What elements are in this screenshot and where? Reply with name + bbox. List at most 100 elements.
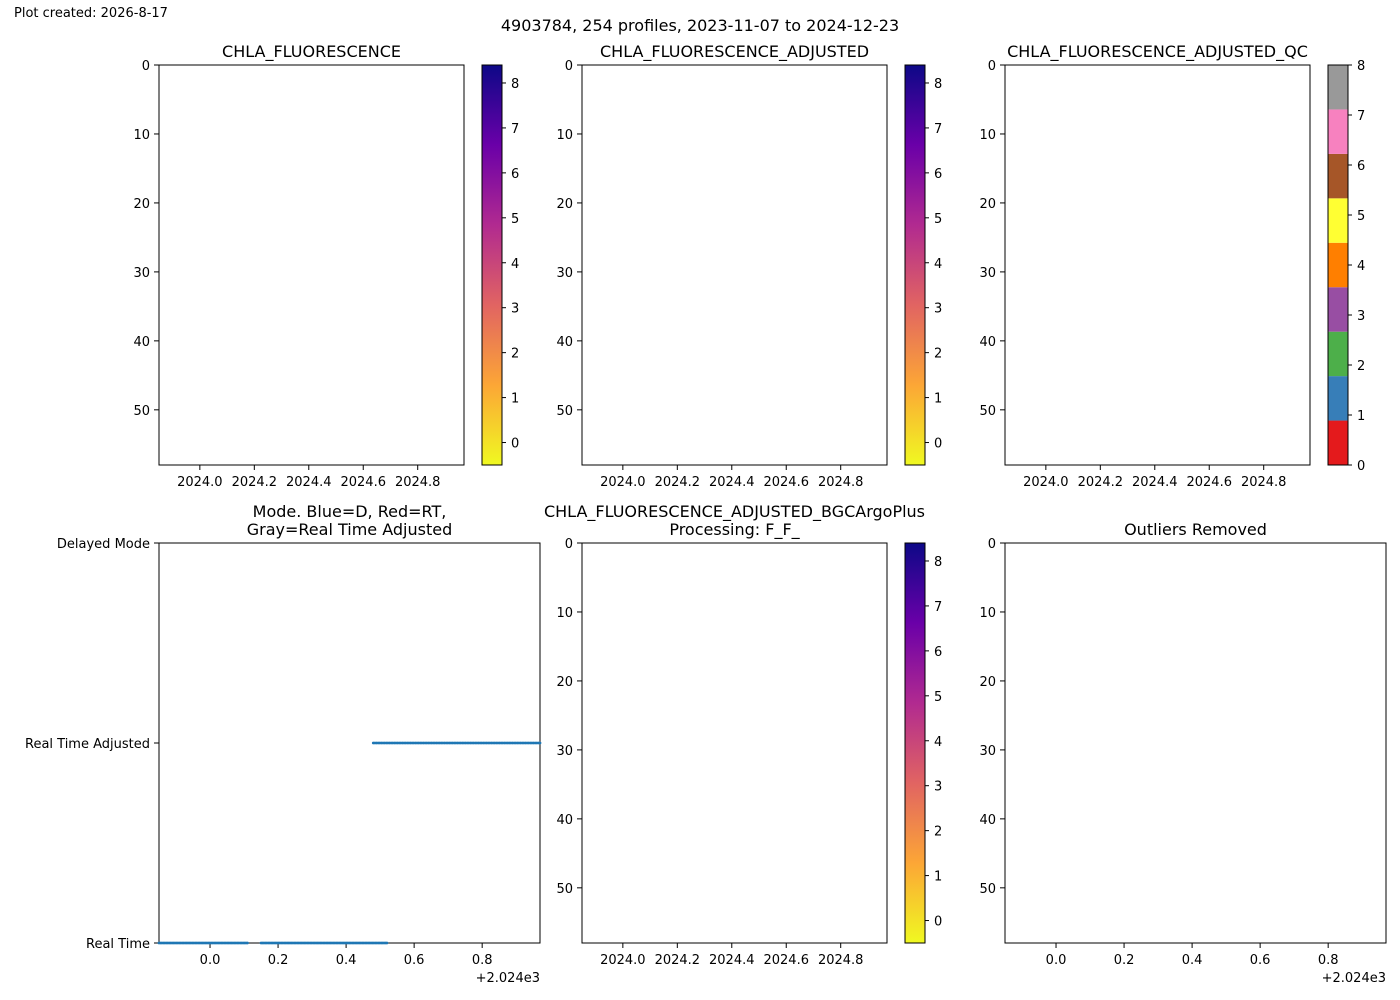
y-tick-label: 10 (556, 606, 573, 621)
subplot-title: CHLA_FLUORESCENCE_ADJUSTED_QC (1007, 42, 1308, 62)
subplot-p3: CHLA_FLUORESCENCE_ADJUSTED_QC 2024.0 2024.… (979, 42, 1365, 490)
colorbar-tick-label: 4 (511, 257, 519, 272)
colorbar-tick-label: 7 (934, 122, 942, 137)
subplot-title: Gray=Real Time Adjusted (247, 520, 453, 539)
x-tick-label: 2024.0 (177, 475, 223, 490)
colorbar-frame (904, 64, 926, 466)
colorbar-swatch (1328, 198, 1348, 243)
y-tick-label: 20 (979, 675, 996, 690)
x-tick-label: 0.6 (404, 953, 425, 968)
subplot-p6: Outliers Removed 0.0 0.2 0.4 0.6 0.8 +2.024e3 0… (979, 520, 1387, 986)
axes-frame (1004, 64, 1311, 466)
y-tick-label: 0 (565, 537, 573, 552)
x-tick-label: 2024.4 (286, 475, 332, 490)
x-tick-label: 2024.4 (709, 475, 755, 490)
figure-title: 4903784, 254 profiles, 2023-11-07 to 202… (500, 16, 900, 35)
plot-created-label: Plot created: 2026-8-17 (14, 6, 168, 21)
axes-frame (581, 542, 888, 944)
axes-frame (581, 64, 888, 466)
y-tick-label: 10 (133, 128, 150, 143)
y-tick-label: 10 (979, 128, 996, 143)
x-tick-label: 2024.8 (395, 475, 441, 490)
y-tick-label: 0 (565, 59, 573, 74)
x-tick-label: 0.6 (1250, 953, 1271, 968)
x-tick-label: 0.4 (336, 953, 357, 968)
colorbar-tick-label: 1 (511, 392, 519, 407)
colorbar: 0 1 2 3 4 5 6 7 8 (904, 64, 942, 466)
subplot-p5: CHLA_FLUORESCENCE_ADJUSTED_BGCArgoPlusPr… (544, 502, 942, 968)
y-tick-label: 50 (133, 404, 150, 419)
data-point (538, 741, 542, 745)
subplot-p1: CHLA_FLUORESCENCE 2024.0 2024.2 2024.4 2024.… (133, 42, 519, 490)
colorbar-tick-label: 6 (934, 645, 942, 660)
x-tick-label: 2024.2 (655, 953, 701, 968)
y-tick-label: 0 (988, 59, 996, 74)
y-tick-label: 50 (556, 882, 573, 897)
colorbar-gradient (905, 65, 925, 465)
y-tick-label: 50 (556, 404, 573, 419)
x-tick-label: 0.4 (1182, 953, 1203, 968)
colorbar-swatch (1328, 287, 1348, 332)
y-tick-label: 40 (979, 335, 996, 350)
colorbar-swatch (1328, 420, 1348, 465)
colorbar-tick-label: 0 (511, 437, 519, 452)
y-tick-label: Delayed Mode (57, 537, 150, 552)
colorbar-tick-label: 2 (511, 347, 519, 362)
colorbar-tick-label: 0 (934, 915, 942, 930)
y-tick-label: 20 (556, 197, 573, 212)
colorbar: 0 1 2 3 4 5 6 7 8 (904, 542, 942, 944)
y-tick-label: 30 (556, 744, 573, 759)
y-tick-label: 40 (979, 813, 996, 828)
colorbar-tick-label: 8 (511, 77, 519, 92)
x-tick-label: 2024.6 (763, 475, 809, 490)
colorbar-swatch (1328, 109, 1348, 154)
y-tick-label: 30 (979, 744, 996, 759)
colorbar-tick-label: 8 (934, 77, 942, 92)
colorbar-tick-label: 7 (1357, 109, 1365, 124)
x-tick-label: 0.0 (200, 953, 221, 968)
colorbar-tick-label: 0 (934, 437, 942, 452)
colorbar: 0 1 2 3 4 5 6 7 8 (481, 64, 519, 466)
colorbar-tick-label: 5 (934, 690, 942, 705)
y-tick-label: 20 (133, 197, 150, 212)
x-tick-label: 2024.4 (1132, 475, 1178, 490)
colorbar-tick-label: 5 (934, 212, 942, 227)
x-tick-label: 2024.2 (232, 475, 278, 490)
colorbar-gradient (482, 65, 502, 465)
data-point (246, 941, 249, 945)
colorbar-swatch (1328, 153, 1348, 199)
colorbar-tick-label: 2 (934, 347, 942, 362)
colorbar-tick-label: 3 (934, 780, 942, 795)
colorbar-tick-label: 3 (511, 302, 519, 317)
colorbar-tick-label: 1 (1357, 409, 1365, 424)
subplot-title: Outliers Removed (1124, 520, 1267, 539)
y-tick-label: Real Time Adjusted (25, 737, 150, 752)
colorbar-swatch (1328, 242, 1348, 288)
colorbar-frame (481, 64, 503, 466)
y-tick-label: 40 (133, 335, 150, 350)
data-point (385, 941, 389, 945)
x-tick-label: 2024.6 (340, 475, 386, 490)
colorbar-tick-label: 7 (511, 122, 519, 137)
x-tick-label: 2024.0 (1023, 475, 1069, 490)
colorbar-tick-label: 6 (1357, 159, 1365, 174)
colorbar-swatch (1328, 65, 1348, 110)
x-tick-label: 2024.2 (655, 475, 701, 490)
colorbar-tick-label: 7 (934, 600, 942, 615)
y-tick-label: 50 (979, 404, 996, 419)
colorbar-tick-label: 1 (934, 392, 942, 407)
colorbar-tick-label: 4 (934, 257, 942, 272)
subplot-title: CHLA_FLUORESCENCE (222, 42, 401, 62)
colorbar-swatch (1328, 376, 1348, 421)
colorbar-tick-label: 5 (1357, 209, 1365, 224)
x-tick-label: 0.8 (472, 953, 493, 968)
colorbar-tick-label: 6 (934, 167, 942, 182)
axes-frame (1004, 542, 1387, 944)
colorbar: 0 1 2 3 4 5 6 7 8 (1327, 59, 1365, 474)
colorbar-tick-label: 2 (934, 825, 942, 840)
colorbar-tick-label: 3 (934, 302, 942, 317)
y-tick-label: 40 (556, 335, 573, 350)
x-tick-label: 2024.8 (1241, 475, 1287, 490)
